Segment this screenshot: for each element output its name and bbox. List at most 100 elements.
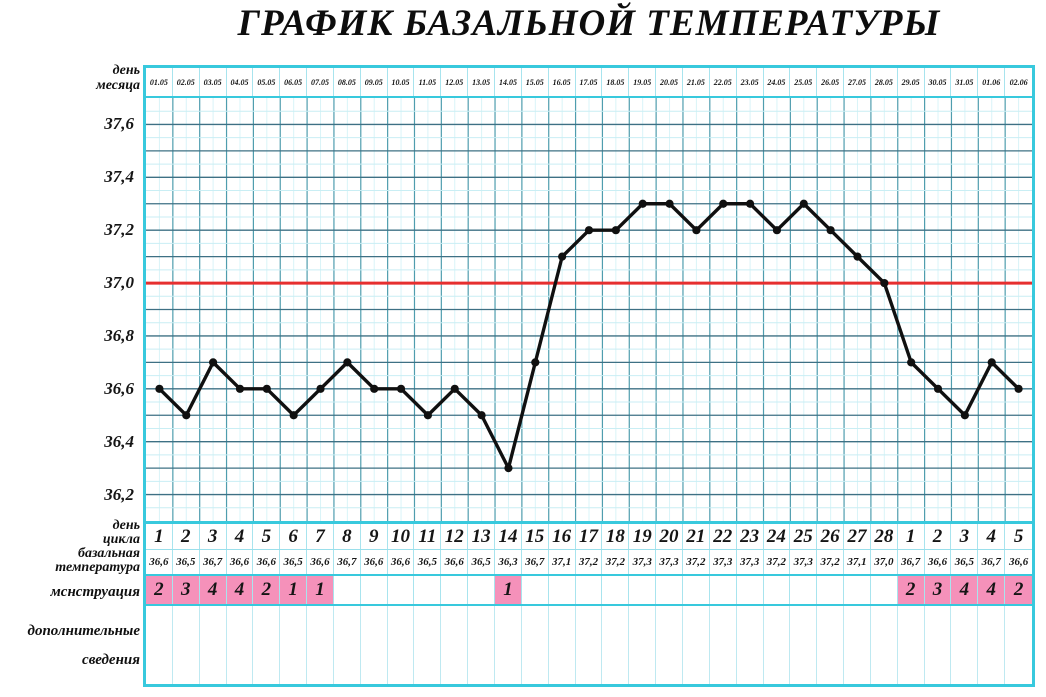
temperature-data-point	[531, 358, 540, 367]
date-cell: 01.05	[146, 68, 173, 96]
menstruation-cell: 2	[1005, 576, 1032, 604]
cycle-day-cell: 28	[871, 524, 898, 549]
date-cell: 20.05	[656, 68, 683, 96]
additional-info-cell	[388, 606, 415, 684]
additional-info-cell	[871, 606, 898, 684]
cycle-day-cell: 6	[280, 524, 308, 549]
additional-info-cell	[951, 606, 979, 684]
date-cell: 26.05	[817, 68, 845, 96]
temperature-value-cell: 36,6	[1008, 556, 1029, 568]
temperature-data-point	[826, 226, 835, 235]
menstruation-cell	[871, 576, 898, 604]
date-of-month-row: 01.05 02.05 03.05 04.05 05.05 06.05 07.05 08.05…	[146, 68, 1032, 98]
date-cell: 24.05	[764, 68, 791, 96]
date-cell: 17.05	[576, 68, 603, 96]
temperature-value-cell: 36,7	[978, 550, 1006, 574]
additional-info-cell	[710, 606, 737, 684]
additional-info-cell	[817, 606, 845, 684]
cycle-day-row: 1 2 3 4 5 6 7 8 9 10 11 12 13 14 15 16 17 18 19 20 21 22 23 24 2…	[146, 521, 1032, 549]
menstruation-cell: 1	[495, 576, 522, 604]
date-cell: 14.05	[495, 68, 522, 96]
temperature-value-cell: 36,6	[925, 550, 952, 574]
temperature-value-cell: 36,6	[441, 550, 469, 574]
menstruation-cell: 2	[146, 576, 173, 604]
menstruation-cell	[522, 576, 549, 604]
page-title: ГРАФИК БАЗАЛЬНОЙ ТЕМПЕРАТУРЫ	[237, 3, 941, 44]
menstruation-cell: 4	[199, 576, 227, 604]
temperature-value-cell: 36,5	[173, 550, 200, 574]
menstruation-cell	[629, 576, 657, 604]
temperature-data-point	[719, 199, 728, 208]
temperature-value-cell: 37,3	[737, 550, 764, 574]
temperature-data-point	[799, 199, 808, 208]
cycle-day-cell: 1	[898, 524, 925, 549]
temperature-data-point	[343, 358, 352, 367]
label-menstruation: мснструация	[50, 584, 140, 600]
temperature-data-point	[396, 384, 406, 393]
temperature-data-point	[638, 199, 647, 208]
additional-info-cell	[227, 606, 254, 684]
cycle-day-cell: 22	[710, 524, 737, 549]
temperature-value-cell: 37,1	[549, 550, 576, 574]
temperature-value-cell: 36,6	[388, 550, 415, 574]
date-cell: 18.05	[602, 68, 630, 96]
menstruation-cell	[361, 576, 388, 604]
date-cell: 10.05	[388, 68, 415, 96]
additional-info-cell	[629, 606, 657, 684]
cycle-day-cell: 9	[361, 524, 388, 549]
date-cell: 28.05	[871, 68, 898, 96]
temperature-data-point	[907, 358, 916, 367]
additional-info-cell	[334, 606, 361, 684]
temperature-value-cell: 36,6	[253, 550, 281, 574]
additional-info-cell	[495, 606, 522, 684]
cycle-day-cell: 4	[227, 524, 254, 549]
temperature-value-cell: 37,1	[844, 550, 871, 574]
date-cell: 21.05	[683, 68, 710, 96]
menstruation-cell: 4	[951, 576, 979, 604]
additional-info-cell	[361, 606, 388, 684]
additional-info-cell	[280, 606, 308, 684]
cycle-day-cell: 26	[817, 524, 845, 549]
y-axis-tick-label: 36,2	[104, 484, 134, 504]
menstruation-cell	[388, 576, 415, 604]
menstruation-cell	[334, 576, 361, 604]
cycle-day-cell: 2	[173, 524, 200, 549]
additional-info-cell	[441, 606, 469, 684]
temperature-data-point	[772, 226, 782, 235]
date-cell: 08.05	[334, 68, 361, 96]
cycle-day-cell: 12	[441, 524, 469, 549]
date-cell: 06.05	[280, 68, 308, 96]
menstruation-cell: 4	[978, 576, 1006, 604]
cycle-day-cell: 25	[790, 524, 818, 549]
menstruation-cell	[602, 576, 630, 604]
additional-info-cell	[146, 606, 173, 684]
date-cell: 19.05	[629, 68, 657, 96]
menstruation-cell	[790, 576, 818, 604]
temperature-data-point	[370, 384, 379, 393]
temperature-value-cell: 36,7	[522, 550, 549, 574]
menstruation-cell	[549, 576, 576, 604]
y-axis-tick-label: 37,4	[104, 167, 134, 187]
temperature-data-point	[316, 384, 325, 393]
additional-info-cell	[602, 606, 630, 684]
date-cell: 31.05	[951, 68, 979, 96]
temperature-value-cell: 36,7	[898, 550, 925, 574]
cycle-day-cell: 3	[200, 524, 227, 549]
temperature-data-point	[209, 358, 218, 367]
date-cell: 12.05	[441, 68, 469, 96]
y-axis-tick-labels: 37,6 37,4 37,2 37,0 36,8 36,6 36,4 36,2	[0, 98, 138, 521]
menstruation-cell: 3	[924, 576, 952, 604]
additional-info-cell	[737, 606, 764, 684]
temperature-value-cell: 36,6	[146, 550, 173, 574]
temperature-data-point	[1014, 384, 1023, 393]
temperature-value-cell: 37,2	[817, 550, 845, 574]
label-day-of-month: день месяца	[96, 63, 140, 93]
additional-info-cell	[549, 606, 576, 684]
menstruation-cell: 4	[226, 576, 254, 604]
menstruation-cell	[764, 576, 791, 604]
cycle-day-cell: 13	[468, 524, 496, 549]
additional-info-cell	[790, 606, 818, 684]
temperature-value-cell: 37,0	[871, 550, 898, 574]
cycle-day-cell: 3	[951, 524, 979, 549]
